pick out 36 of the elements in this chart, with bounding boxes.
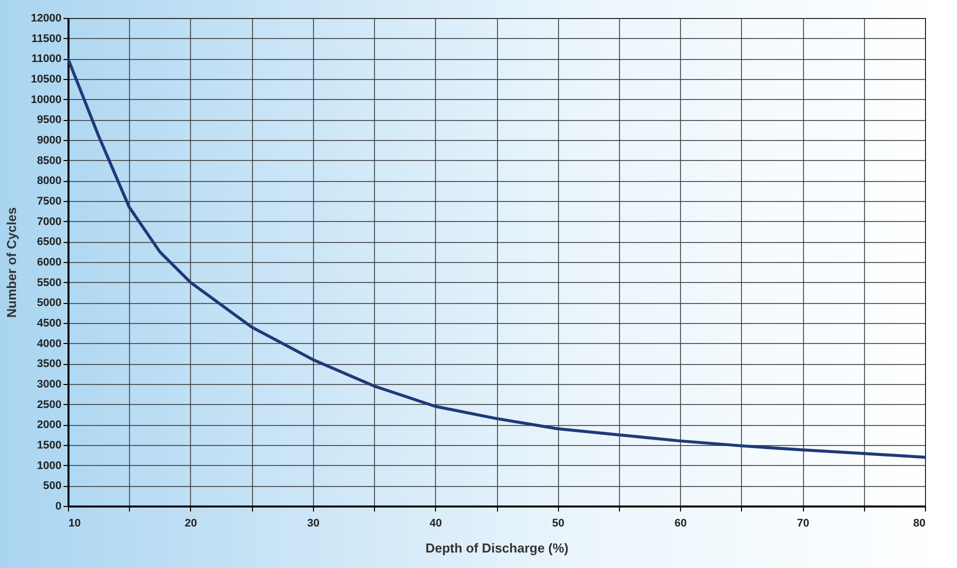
x-tick-label: 60 <box>674 518 687 530</box>
y-tick-label: 5500 <box>37 276 62 289</box>
y-tick-label: 0 <box>55 500 62 512</box>
y-tick-label: 2500 <box>37 398 62 411</box>
y-tick-label: 7000 <box>37 216 62 228</box>
x-tick-label: 10 <box>68 518 81 530</box>
x-axis-title: Depth of Discharge (%) <box>425 540 569 556</box>
x-tick-label: 70 <box>796 518 810 530</box>
x-tick-label: 30 <box>307 518 320 530</box>
y-tick-label: 12000 <box>30 12 62 24</box>
y-tick-label: 10000 <box>30 94 62 106</box>
y-tick-label: 6500 <box>37 236 62 248</box>
y-tick-label: 5000 <box>37 297 62 310</box>
y-tick-label: 2000 <box>37 419 62 432</box>
y-tick-label: 9500 <box>37 114 62 126</box>
y-tick-label: 500 <box>43 480 62 492</box>
x-tick-label: 40 <box>430 518 442 530</box>
y-tick-label: 9000 <box>37 134 62 146</box>
y-tick-label: 4500 <box>37 318 62 330</box>
line-series <box>68 57 925 459</box>
y-tick-label: 3000 <box>37 378 62 390</box>
y-tick-label: 3500 <box>37 358 62 370</box>
y-tick-label: 7500 <box>37 196 62 208</box>
y-tick-label: 10500 <box>30 74 62 86</box>
y-tick-label: 6000 <box>37 256 62 268</box>
y-tick-label: 1500 <box>37 440 62 452</box>
y-tick-label: 4000 <box>37 338 62 350</box>
y-tick-label: 11500 <box>32 32 62 45</box>
y-tick-label: 1000 <box>37 460 62 472</box>
x-tick-label: 50 <box>552 518 564 530</box>
x-tick-label: 80 <box>913 518 926 530</box>
x-tick-label: 20 <box>184 518 198 530</box>
y-tick-label: 8500 <box>37 154 62 167</box>
y-tick-label: 8000 <box>37 175 62 188</box>
y-tick-label: 11000 <box>32 53 62 66</box>
y-axis-title: Number of Cycles <box>4 207 19 318</box>
